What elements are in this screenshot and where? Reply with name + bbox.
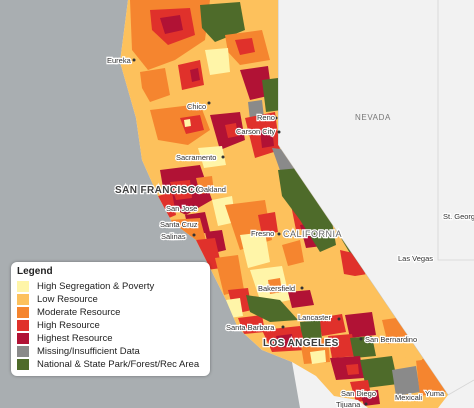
legend-item-label: High Segregation & Poverty [37, 281, 155, 292]
legend-swatch [17, 333, 29, 344]
label-san-jose: San Jose [166, 204, 197, 213]
label-las-vegas: Las Vegas [398, 254, 433, 263]
city-markers [132, 58, 444, 406]
legend-swatch [17, 281, 29, 292]
label-santa-cruz: Santa Cruz [160, 220, 198, 229]
label-oakland: Oakland [198, 185, 226, 194]
nevada-utah-border [437, 0, 474, 261]
legend-swatch [17, 294, 29, 305]
legend: Legend High Segregation & Poverty Low Re… [11, 262, 210, 376]
legend-item: High Segregation & Poverty [17, 280, 204, 293]
label-chico: Chico [187, 102, 206, 111]
label-san-diego: San Diego [341, 389, 376, 398]
legend-title: Legend [17, 266, 53, 277]
legend-item-label: Highest Resource [37, 333, 113, 344]
label-san-bernardino: San Bernardino [365, 335, 417, 344]
legend-item: Moderate Resource [17, 306, 204, 319]
label-tijuana: Tijuana [336, 400, 361, 408]
legend-swatch [17, 346, 29, 357]
legend-swatch [17, 307, 29, 318]
label-carson-city: Carson City [236, 127, 275, 136]
legend-item: High Resource [17, 319, 204, 332]
label-los-angeles: LOS ANGELES [263, 338, 339, 349]
label-santa-barbara: Santa Barbara [226, 323, 275, 332]
label-california: CALIFORNIA [283, 229, 342, 239]
label-reno: Reno [257, 113, 275, 122]
legend-swatch [17, 359, 29, 370]
label-salinas: Salinas [161, 232, 186, 241]
label-yuma: Yuma [425, 389, 445, 398]
label-nevada: NEVADA [355, 113, 391, 122]
label-lancaster: Lancaster [298, 313, 331, 322]
label-mexicali: Mexicali [395, 393, 422, 402]
legend-item-label: Low Resource [37, 294, 98, 305]
legend-item-label: High Resource [37, 320, 100, 331]
label-sacramento: Sacramento [176, 153, 216, 162]
place-labels: NEVADA CALIFORNIA SAN FRANCISCO LOS ANGE… [106, 55, 474, 408]
label-bakersfield: Bakersfield [258, 284, 295, 293]
legend-item: National & State Park/Forest/Rec Area [17, 358, 204, 371]
label-st-george: St. Georg [443, 212, 474, 221]
legend-item: Missing/Insufficient Data [17, 345, 204, 358]
arizona-border [447, 379, 474, 396]
legend-item-label: National & State Park/Forest/Rec Area [37, 359, 200, 370]
label-fresno: Fresno [251, 229, 274, 238]
label-eureka: Eureka [107, 56, 132, 65]
legend-item-label: Missing/Insufficient Data [37, 346, 140, 357]
label-san-francisco: SAN FRANCISCO [115, 185, 204, 196]
legend-swatch [17, 320, 29, 331]
legend-item-label: Moderate Resource [37, 307, 121, 318]
legend-item: Low Resource [17, 293, 204, 306]
legend-item: Highest Resource [17, 332, 204, 345]
